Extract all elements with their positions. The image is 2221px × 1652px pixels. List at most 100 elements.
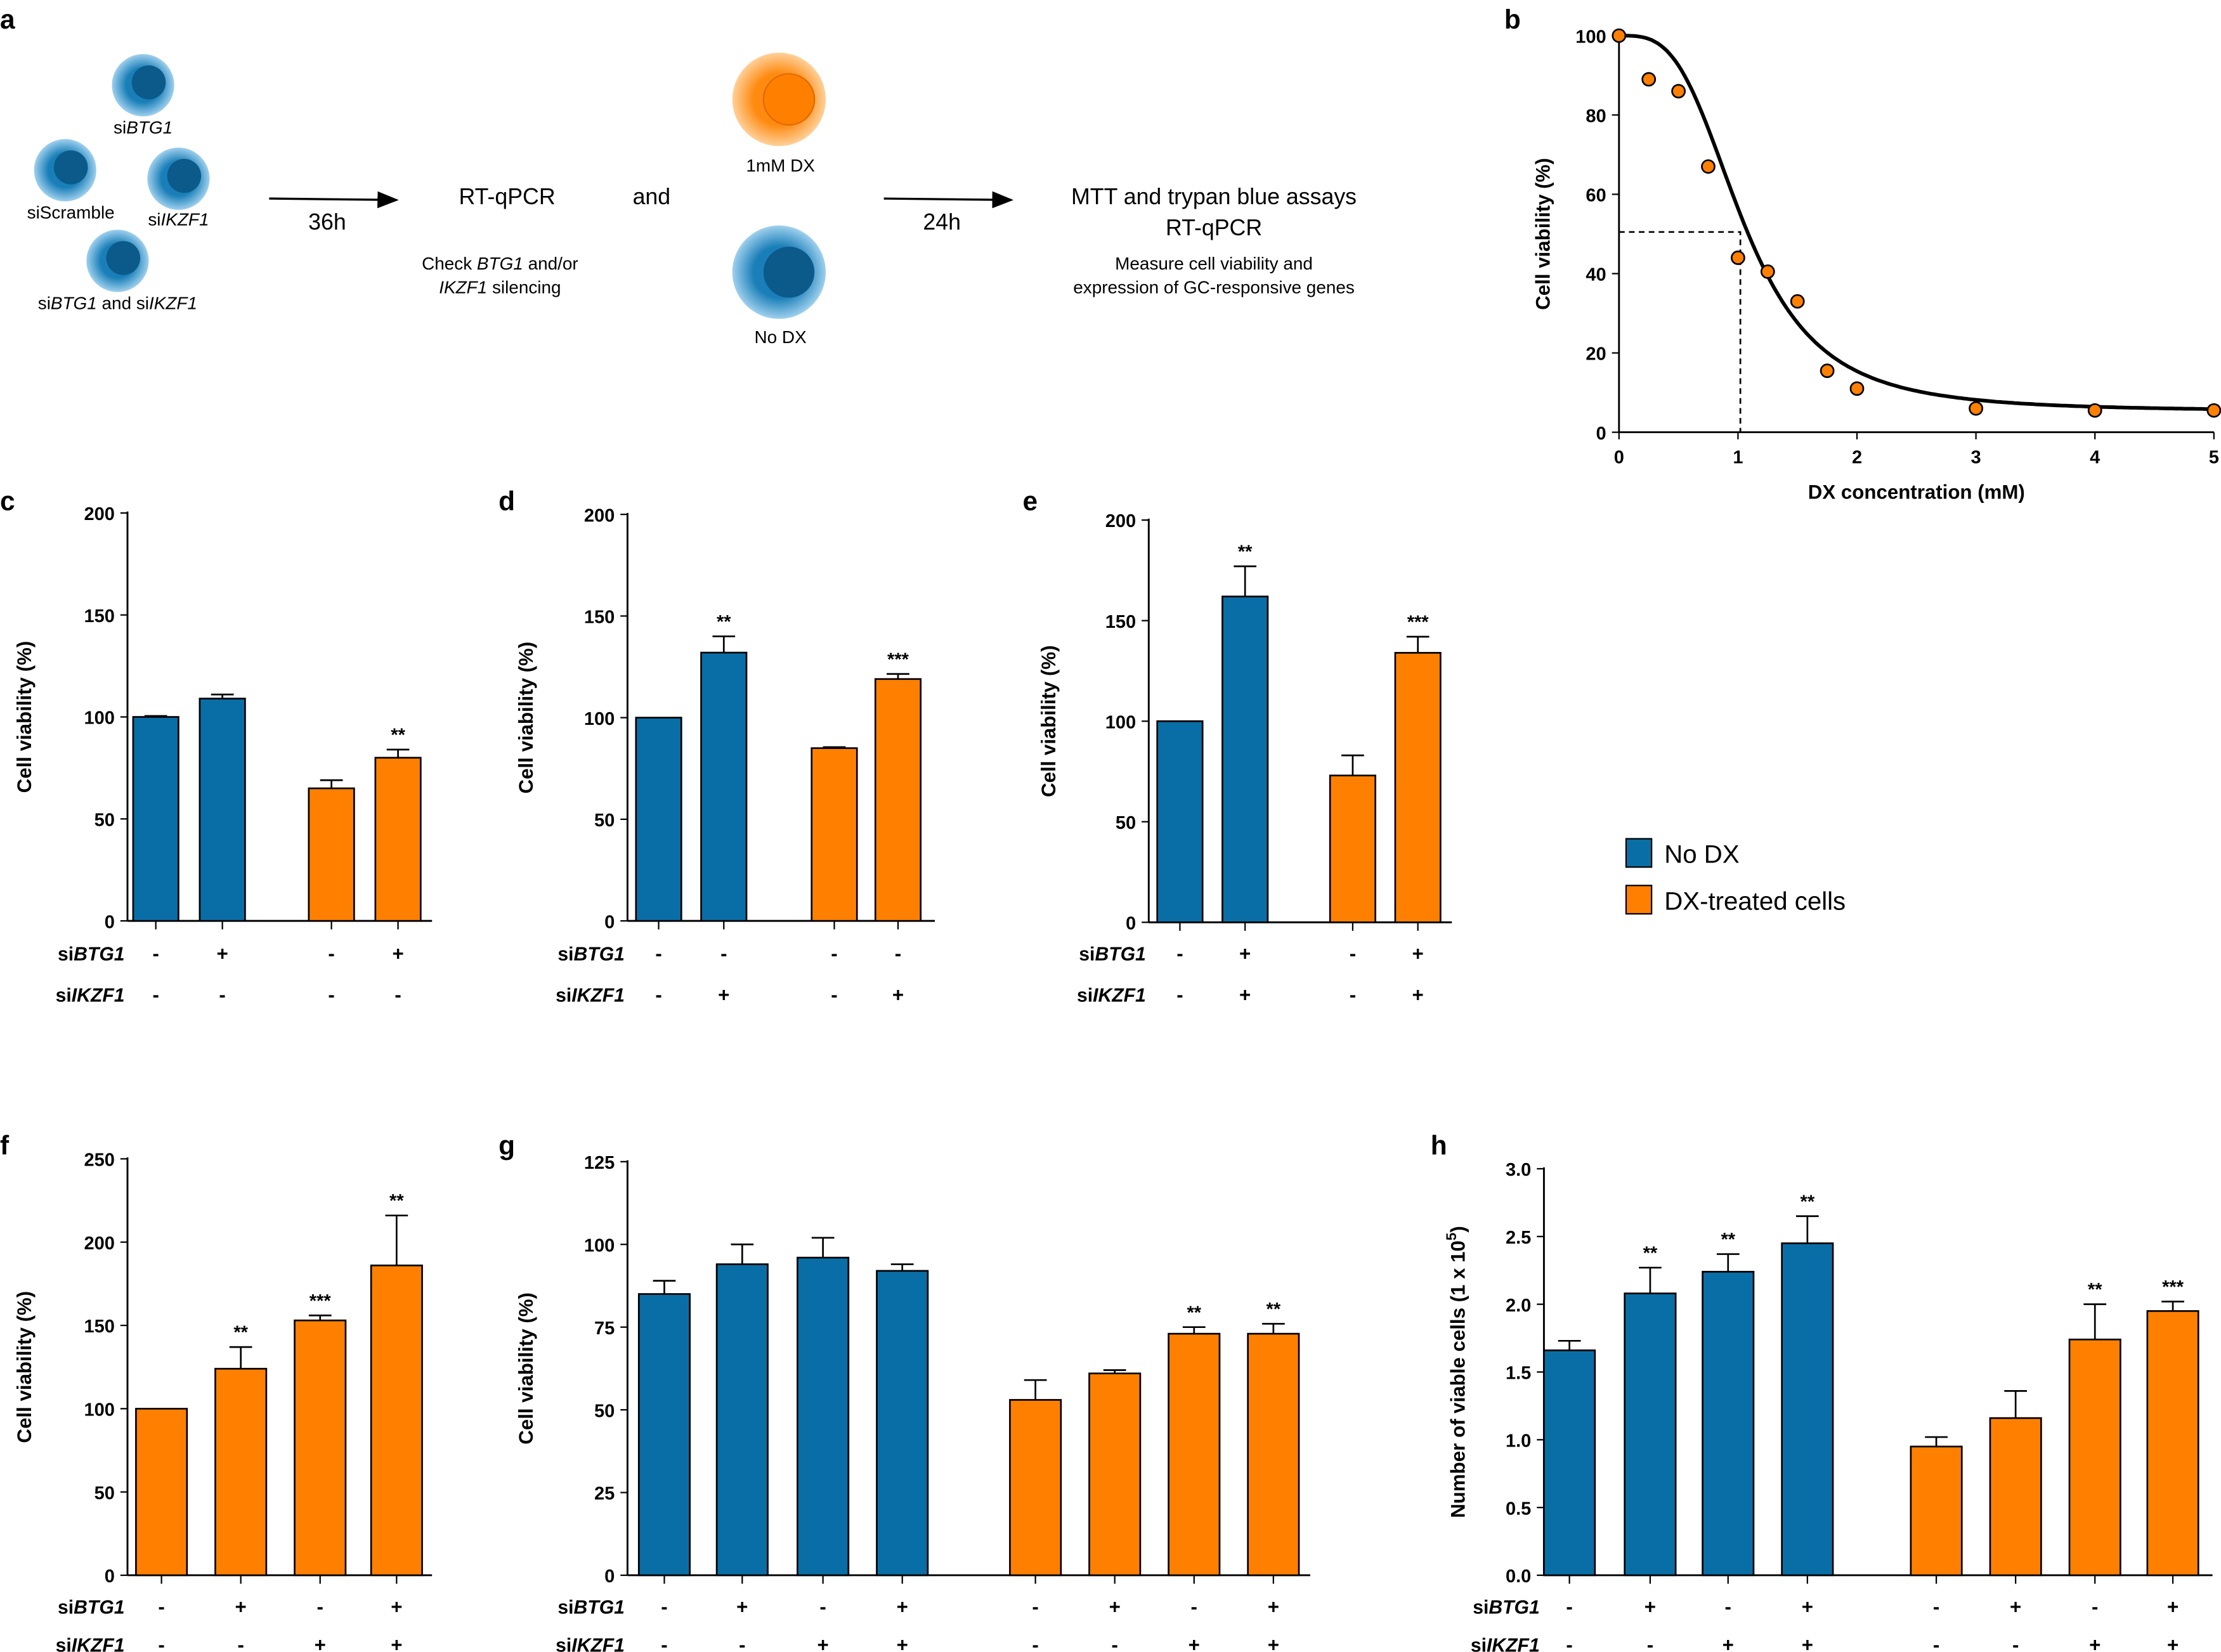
- bar: [1088, 1372, 1142, 1577]
- y-axis-title-text: Cell viability (%): [13, 641, 36, 793]
- sibtg1-sign: +: [1802, 1596, 1813, 1618]
- y-tick-label: 50: [94, 810, 115, 831]
- sibtg1-sign: +: [2167, 1596, 2179, 1618]
- data-point: [1671, 84, 1686, 99]
- x-tick-label: 2: [1852, 448, 1862, 468]
- step1-line2: IKZF1 silencing: [439, 278, 561, 297]
- siikzf1-sign: +: [1239, 984, 1251, 1006]
- data-point: [1641, 72, 1657, 87]
- sibtg1-sign: -: [661, 1596, 667, 1618]
- arrow2-label: 24h: [923, 209, 961, 235]
- y-tick-label: 50: [1116, 813, 1136, 833]
- siikzf1-sign: +: [1189, 1634, 1200, 1652]
- row-label-prefix: si: [557, 944, 573, 965]
- x-tick-label: 5: [2209, 448, 2219, 468]
- panel-c: c 0 50 100 150 200 Cell viability (%) - - + - - - ** +…: [0, 486, 433, 1006]
- bar: [715, 1263, 769, 1577]
- sibtg1-sign: +: [1645, 1596, 1656, 1618]
- bar: [1702, 1271, 1755, 1577]
- sibtg1-sign: -: [152, 943, 159, 965]
- bar: [700, 651, 748, 922]
- y-tick-label: 200: [1105, 511, 1136, 531]
- y-tick-label: 0: [604, 1566, 615, 1587]
- legend-swatch-nodx: [1625, 838, 1653, 868]
- sibtg1-sign: +: [736, 1596, 748, 1618]
- panel-f: f 0 50 100 150 200 250 Cell viability (%) - - ** + -…: [0, 1131, 433, 1652]
- row-label-prefix: si: [1079, 944, 1095, 965]
- panel-letter-b: b: [1504, 4, 1521, 34]
- row-label-gene: IKZF1: [1487, 1636, 1540, 1652]
- legend: No DX DX-treated cells: [1625, 838, 1846, 915]
- significance-label: **: [1801, 1192, 1815, 1212]
- significance-label: **: [1238, 542, 1253, 563]
- y-tick-label: 40: [1586, 265, 1606, 285]
- row-label-gene: IKZF1: [72, 1636, 125, 1652]
- row-label-prefix: si: [1473, 1597, 1488, 1618]
- bar: [797, 1256, 850, 1577]
- data-point: [1820, 363, 1835, 379]
- panel-letter-h: h: [1431, 1131, 1447, 1161]
- y-tick-label: 1.5: [1506, 1363, 1531, 1384]
- x-tick-label: 4: [2090, 448, 2100, 468]
- legend-label-dx: DX-treated cells: [1664, 887, 1846, 915]
- row-label-prefix: si: [56, 1636, 72, 1652]
- significance-label: ***: [2162, 1277, 2184, 1298]
- siikzf1-sign: +: [817, 1634, 828, 1652]
- row-label-siikzf1: siIKZF1: [56, 1636, 125, 1652]
- y-axis-title-text: Number of viable cells (1 x 10: [1447, 1240, 1469, 1518]
- y-tick-label: 150: [1105, 612, 1136, 632]
- panel-b: b 0 20 40 60 80 100 0 1 2 3 4 5 DX concentration (mM)…: [1504, 4, 2221, 504]
- siikzf1-sign: -: [1176, 984, 1183, 1006]
- ic50-dashed-line: [1619, 231, 1742, 433]
- data-point: [2087, 403, 2102, 418]
- sibtg1-sign: -: [1933, 1596, 1939, 1618]
- sibtg1-sign: -: [1725, 1596, 1731, 1618]
- significance-label: **: [391, 725, 405, 746]
- sibtg1-sign: -: [1032, 1596, 1038, 1618]
- y-tick-label: 150: [84, 1317, 114, 1337]
- bar: [2146, 1310, 2199, 1577]
- bar: [1781, 1242, 1834, 1577]
- y-tick-label: 20: [1586, 344, 1606, 365]
- row-label-sibtg1: siBTG1: [58, 944, 125, 965]
- legend-label-nodx: No DX: [1664, 840, 1739, 869]
- panel-a: a siBTG1 siScramble siIKZF1 siBTG1 and s…: [0, 4, 1357, 347]
- cell-label-siikzf1: siIKZF1: [148, 210, 209, 230]
- bar: [214, 1367, 268, 1577]
- y-tick-label: 0.0: [1506, 1566, 1531, 1587]
- cell-icon-dx: [732, 53, 826, 146]
- sibtg1-sign: -: [1566, 1596, 1572, 1618]
- y-axis-title: Cell viability (%): [515, 1292, 537, 1445]
- y-axis-title: Cell viability (%): [515, 642, 537, 794]
- siikzf1-sign: +: [892, 984, 904, 1006]
- step1-line1: Check BTG1 and/or: [422, 254, 578, 273]
- siikzf1-sign: +: [1412, 984, 1424, 1006]
- y-tick-label: 200: [584, 505, 615, 526]
- sibtg1-sign: -: [831, 943, 837, 965]
- sibtg1-sign: +: [1109, 1596, 1121, 1618]
- y-axis-title-text: Cell viability (%): [1038, 645, 1060, 797]
- sibtg1-sign: +: [392, 943, 403, 965]
- arrow-36h: [269, 191, 399, 209]
- sibtg1-sign: +: [391, 1596, 402, 1618]
- y-axis-title: Cell viability (%): [13, 641, 36, 793]
- bar: [876, 1270, 929, 1577]
- y-tick-label: 1.0: [1506, 1431, 1531, 1451]
- bar: [1989, 1417, 2042, 1577]
- sibtg1-sign: +: [1239, 943, 1251, 965]
- fit-curve: [1619, 34, 2214, 411]
- cell-icon-siscramble: [34, 139, 96, 202]
- row-label-siikzf1: siIKZF1: [1077, 985, 1146, 1006]
- row-label-gene: IKZF1: [1093, 985, 1146, 1006]
- row-label-siikzf1: siIKZF1: [556, 1636, 625, 1652]
- row-label-gene: BTG1: [574, 1597, 625, 1618]
- row-label-gene: IKZF1: [571, 985, 625, 1006]
- panel-letter-e: e: [1023, 486, 1038, 516]
- y-tick-label: 0: [105, 912, 115, 932]
- cell-label-siboth: siBTG1 and siIKZF1: [38, 293, 197, 313]
- arrow-24h: [883, 191, 1014, 209]
- y-tick-label: 100: [584, 1235, 615, 1256]
- sibtg1-sign: +: [235, 1596, 247, 1618]
- x-axis-title: DX concentration (mM): [1808, 481, 2025, 504]
- step1-title: RT-qPCR: [459, 184, 555, 209]
